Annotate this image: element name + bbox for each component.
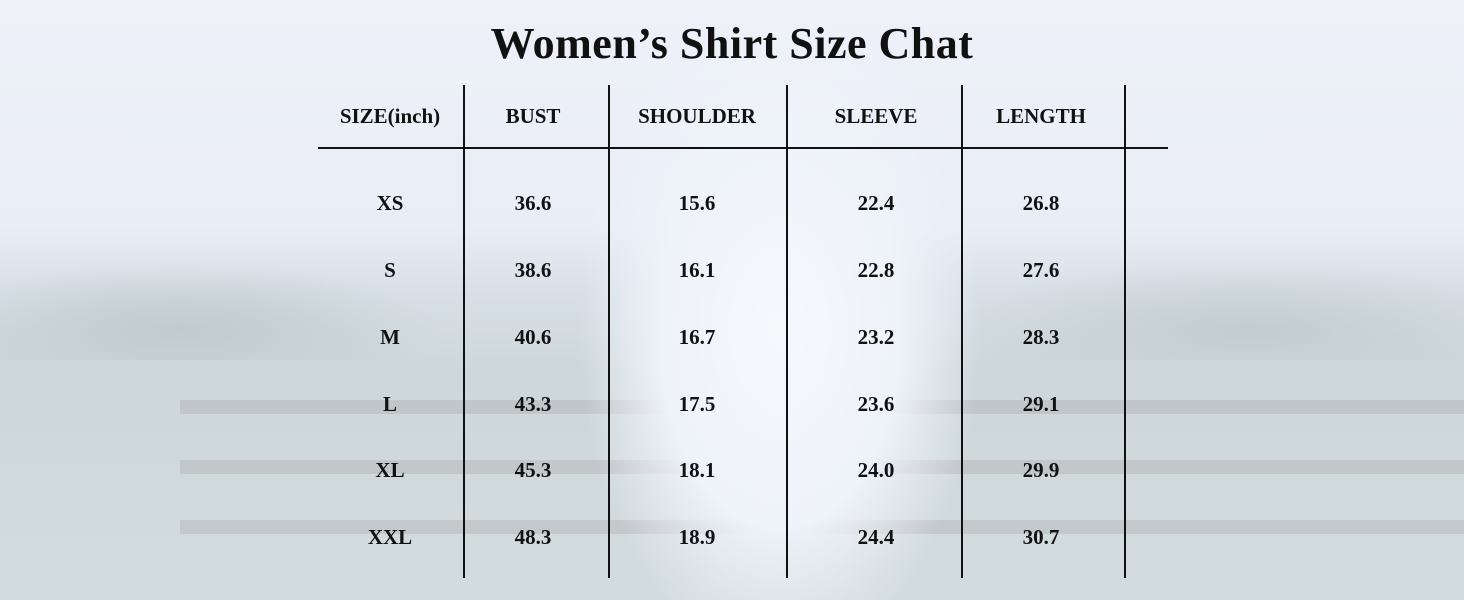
measurement-cell: 22.8 — [857, 258, 895, 282]
header-divider — [318, 147, 1168, 149]
size-label: XS — [376, 191, 404, 215]
column-divider — [786, 85, 788, 578]
measurement-cell: 23.2 — [857, 325, 895, 349]
measurement-cell: 22.4 — [857, 191, 895, 215]
measurement-cell: 29.1 — [1022, 392, 1060, 416]
size-label: XL — [375, 458, 405, 482]
column-header: SLEEVE — [834, 104, 918, 128]
background-model — [540, 0, 1020, 600]
column-divider — [608, 85, 610, 578]
size-label: M — [380, 325, 400, 349]
measurement-cell: 17.5 — [678, 392, 716, 416]
measurement-cell: 16.7 — [678, 325, 716, 349]
column-divider — [961, 85, 963, 578]
measurement-cell: 16.1 — [678, 258, 716, 282]
size-label: XXL — [367, 525, 413, 549]
column-header: SHOULDER — [638, 104, 756, 128]
column-header: LENGTH — [996, 104, 1086, 128]
measurement-cell: 38.6 — [514, 258, 552, 282]
measurement-cell: 36.6 — [514, 191, 552, 215]
measurement-cell: 18.1 — [678, 458, 716, 482]
measurement-cell: 48.3 — [514, 525, 552, 549]
column-header: BUST — [505, 104, 561, 128]
size-label: L — [382, 392, 397, 416]
measurement-cell: 45.3 — [514, 458, 552, 482]
measurement-cell: 43.3 — [514, 392, 552, 416]
measurement-cell: 29.9 — [1022, 458, 1060, 482]
measurement-cell: 27.6 — [1022, 258, 1060, 282]
measurement-cell: 30.7 — [1022, 525, 1060, 549]
measurement-cell: 24.0 — [857, 458, 895, 482]
measurement-cell: 24.4 — [857, 525, 895, 549]
column-header: SIZE(inch) — [339, 104, 441, 128]
column-divider — [1124, 85, 1126, 578]
measurement-cell: 23.6 — [857, 392, 895, 416]
measurement-cell: 15.6 — [678, 191, 716, 215]
measurement-cell: 40.6 — [514, 325, 552, 349]
measurement-cell: 26.8 — [1022, 191, 1060, 215]
column-divider — [463, 85, 465, 578]
size-label: S — [384, 258, 396, 282]
measurement-cell: 18.9 — [678, 525, 716, 549]
measurement-cell: 28.3 — [1022, 325, 1060, 349]
page-title: Women’s Shirt Size Chat — [490, 19, 974, 68]
